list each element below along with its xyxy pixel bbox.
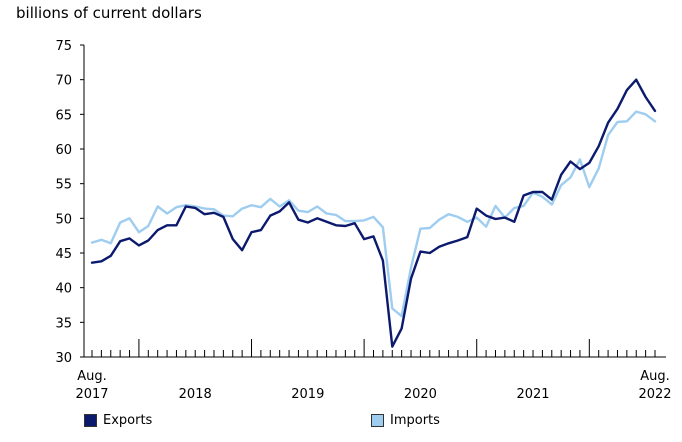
- x-start-year-label: 2017: [75, 387, 108, 402]
- y-tick-label: 75: [55, 39, 72, 54]
- x-year-label: 2021: [516, 387, 549, 402]
- axes: 30 35 40 45 50 55 60 65 70 75 2018 2019 2020 2021 Aug.…: [55, 39, 671, 402]
- y-tick-label: 70: [55, 74, 72, 89]
- series-line-exports: [90, 78, 657, 348]
- y-tick-label: 65: [55, 108, 72, 123]
- x-end-year-label: 2022: [638, 387, 671, 402]
- series-line-imports: [90, 110, 657, 318]
- y-tick-label: 35: [55, 316, 72, 331]
- legend-swatch-exports: [84, 414, 97, 427]
- y-unit-label: billions of current dollars: [16, 4, 202, 22]
- legend-label-exports: Exports: [103, 413, 153, 428]
- y-tick-label: 55: [55, 178, 72, 193]
- legend-item-exports: Exports: [84, 413, 152, 428]
- y-tick-label: 60: [55, 143, 72, 158]
- y-tick-label: 40: [55, 282, 72, 297]
- legend-label-imports: Imports: [390, 413, 440, 428]
- x-year-label: 2019: [291, 387, 324, 402]
- y-tick-label: 30: [55, 351, 72, 366]
- legend-item-imports: Imports: [371, 413, 440, 428]
- x-start-month-label: Aug.: [77, 369, 107, 384]
- y-tick-label: 50: [55, 212, 72, 227]
- y-tick-label: 45: [55, 247, 72, 262]
- x-year-label: 2020: [404, 387, 437, 402]
- series-layer: [90, 78, 657, 348]
- x-end-month-label: Aug.: [640, 369, 670, 384]
- x-year-label: 2018: [179, 387, 212, 402]
- legend-swatch-imports: [371, 414, 384, 427]
